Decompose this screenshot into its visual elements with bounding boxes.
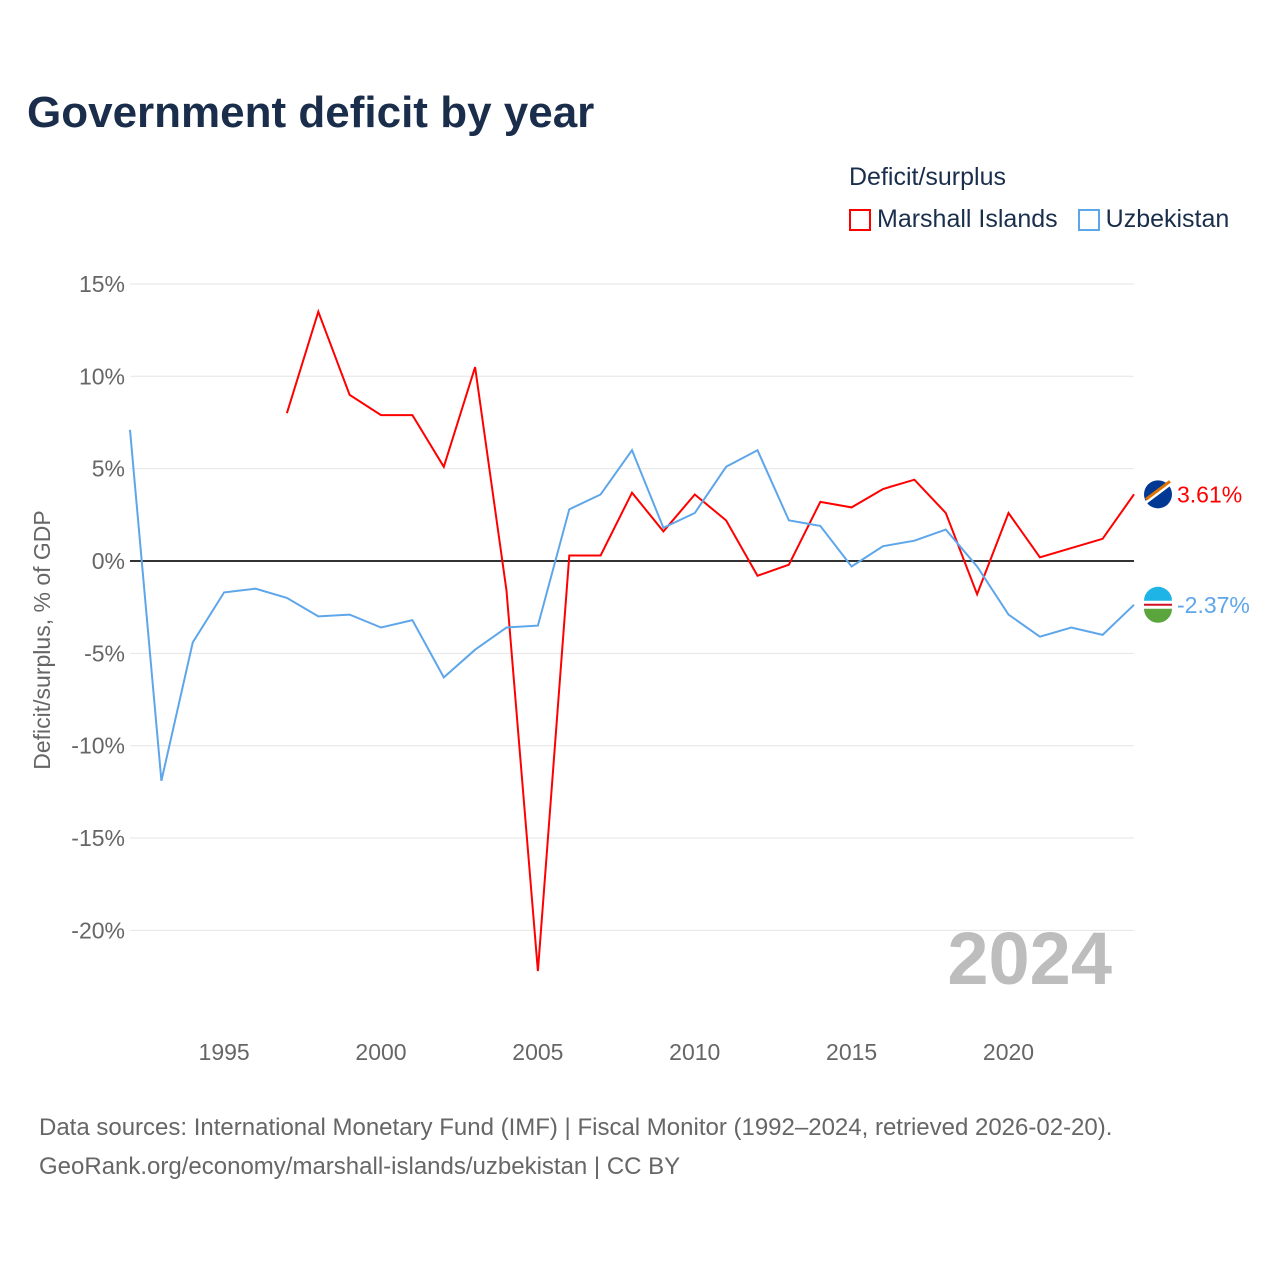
x-tick-label: 2005 xyxy=(512,1039,563,1065)
flag-stripe xyxy=(1145,483,1171,504)
legend-label: Marshall Islands xyxy=(877,205,1058,233)
legend-label: Uzbekistan xyxy=(1105,205,1230,233)
chart-area: 15% 10% 5% 0% -5% -10% -15% -20% 1995 2000 2005 201… xyxy=(29,271,1250,1065)
y-axis-label: Deficit/surplus, % of GDP xyxy=(29,510,55,769)
footer: Data sources: International Monetary Fun… xyxy=(39,1108,1112,1186)
x-tick-label: 2010 xyxy=(669,1039,720,1065)
end-value-label: -2.37% xyxy=(1177,592,1250,618)
y-tick-label: -10% xyxy=(71,733,125,759)
y-tick-label: 15% xyxy=(79,271,125,297)
x-tick-label: 2015 xyxy=(826,1039,877,1065)
legend-title: Deficit/surplus xyxy=(849,163,1006,191)
x-tick-label: 1995 xyxy=(199,1039,250,1065)
source-link[interactable]: GeoRank.org/economy/marshall-islands/uzb… xyxy=(39,1153,681,1180)
end-value-label: 3.61% xyxy=(1177,481,1242,507)
flag-stripe xyxy=(1144,586,1172,601)
y-tick-label: 5% xyxy=(92,456,125,482)
data-source: Data sources: International Monetary Fun… xyxy=(39,1114,1113,1141)
legend-item-marshall-islands[interactable]: Marshall Islands xyxy=(849,205,1058,234)
legend: Marshall Islands Uzbekistan xyxy=(849,205,1229,234)
y-tick-label: 0% xyxy=(92,548,125,574)
y-tick-label: -20% xyxy=(71,917,125,943)
flag-stripe xyxy=(1145,480,1171,501)
y-tick-label: -15% xyxy=(71,825,125,851)
x-tick-label: 2020 xyxy=(983,1039,1034,1065)
series-line-uzbekistan xyxy=(129,429,1135,782)
y-tick-label: 10% xyxy=(79,363,125,389)
year-label: 2024 xyxy=(947,917,1112,1000)
series-line-marshall-islands xyxy=(285,308,1135,972)
chart-title: Government deficit by year xyxy=(27,88,595,137)
y-tick-label: -5% xyxy=(84,640,125,666)
x-tick-label: 2000 xyxy=(355,1039,406,1065)
legend-swatch xyxy=(849,208,871,231)
legend-swatch xyxy=(1077,208,1100,231)
legend-item-uzbekistan[interactable]: Uzbekistan xyxy=(1077,205,1230,234)
flag-stripe xyxy=(1144,608,1172,623)
